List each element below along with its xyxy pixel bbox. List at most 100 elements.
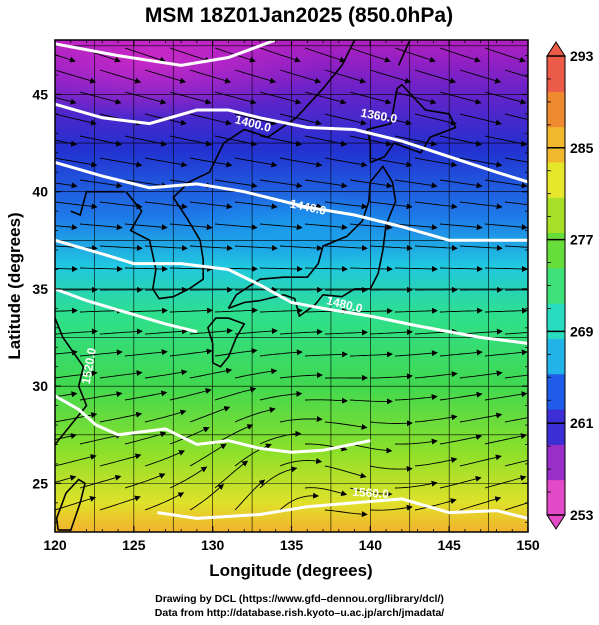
streamline xyxy=(189,69,232,84)
streamline xyxy=(459,201,503,210)
colorbar-tick-label: 285 xyxy=(570,140,594,156)
streamline xyxy=(79,349,123,357)
streamline xyxy=(189,327,233,335)
streamline xyxy=(484,307,528,314)
streamline xyxy=(144,492,185,511)
streamline xyxy=(234,157,278,168)
streamline xyxy=(324,329,368,336)
streamline xyxy=(189,367,233,379)
contour-label: 1360.0 xyxy=(360,106,399,126)
streamline xyxy=(144,409,187,423)
streamline xyxy=(279,372,323,379)
streamline xyxy=(304,223,348,231)
streamline xyxy=(55,54,76,63)
streamline xyxy=(55,113,97,126)
streamline xyxy=(324,157,368,168)
streamline xyxy=(279,458,323,467)
streamline xyxy=(414,69,457,84)
streamline xyxy=(189,245,233,252)
streamline xyxy=(189,113,232,126)
x-tick-label: 135 xyxy=(280,537,304,553)
contour-label: 1520.0 xyxy=(79,346,99,385)
y-tick-label: 35 xyxy=(32,281,48,297)
streamline xyxy=(414,157,458,168)
streamline xyxy=(484,266,528,272)
streamline xyxy=(169,427,210,445)
colorbar-tick-label: 269 xyxy=(570,323,594,339)
streamline xyxy=(189,483,225,511)
streamline xyxy=(99,157,143,168)
streamline xyxy=(124,307,168,314)
streamline xyxy=(349,223,393,231)
colorbar-segment xyxy=(547,267,565,304)
colorbar-segment xyxy=(547,303,565,339)
streamline xyxy=(324,201,368,210)
streamline xyxy=(55,349,78,356)
streamline xyxy=(394,438,438,445)
streamline xyxy=(79,266,123,272)
streamline xyxy=(369,201,413,210)
streamline xyxy=(79,432,122,445)
streamline xyxy=(99,411,143,423)
streamline xyxy=(324,245,368,252)
coastline-segment xyxy=(207,317,246,368)
streamline xyxy=(169,265,213,272)
streamline xyxy=(99,495,141,511)
colorbar-tick-label: 277 xyxy=(570,232,594,248)
streamline xyxy=(369,69,412,84)
streamline xyxy=(214,347,258,357)
streamline xyxy=(234,407,276,423)
streamline xyxy=(369,329,413,336)
streamline xyxy=(304,179,348,189)
coastlines xyxy=(55,40,457,531)
streamline xyxy=(124,179,168,189)
colorbar-segment xyxy=(547,91,565,128)
streamline xyxy=(414,457,458,467)
colorbar-segment xyxy=(547,197,565,234)
streamline xyxy=(504,245,528,248)
streamline xyxy=(414,414,458,423)
y-tick-label: 45 xyxy=(32,86,48,102)
streamline xyxy=(55,454,97,467)
streamline xyxy=(394,265,438,272)
streamline xyxy=(349,307,393,314)
streamline xyxy=(214,307,258,314)
streamline xyxy=(484,179,528,189)
streamline xyxy=(169,388,212,401)
streamline xyxy=(234,245,278,252)
x-axis-label: Longitude (degrees) xyxy=(209,561,372,580)
streamline xyxy=(79,307,123,314)
contour-line xyxy=(55,161,528,242)
streamline xyxy=(189,201,233,210)
colorbar-segment xyxy=(547,232,565,269)
streamline xyxy=(214,179,258,189)
contour-line xyxy=(55,40,277,67)
credit-drawing: Drawing by DCL (https://www.gfd–dennou.o… xyxy=(155,593,444,605)
x-tick-label: 125 xyxy=(122,537,146,553)
streamline xyxy=(55,307,78,314)
colorbar-segment xyxy=(547,126,565,163)
streamline xyxy=(279,245,323,252)
streamline xyxy=(349,47,391,63)
streamline xyxy=(79,91,122,105)
streamline xyxy=(55,224,78,231)
streamline xyxy=(459,245,503,252)
streamline xyxy=(124,91,167,105)
streamline xyxy=(304,487,348,497)
credit-data: Data from http://database.rish.kyoto–u.a… xyxy=(154,607,445,619)
coastline-segment xyxy=(397,40,411,66)
streamline xyxy=(439,91,482,105)
contour-line xyxy=(55,238,528,345)
streamline xyxy=(504,459,528,467)
streamline xyxy=(99,69,142,84)
streamline xyxy=(394,223,438,231)
streamline xyxy=(259,91,302,105)
streamline xyxy=(324,113,367,126)
streamline xyxy=(259,390,303,401)
map-title: MSM 18Z01Jan2025 (850.0hPa) xyxy=(145,4,453,27)
colorbar-top-arrow xyxy=(546,41,566,57)
streamline xyxy=(484,433,527,445)
streamline xyxy=(99,201,143,210)
x-tick-label: 150 xyxy=(516,537,540,553)
